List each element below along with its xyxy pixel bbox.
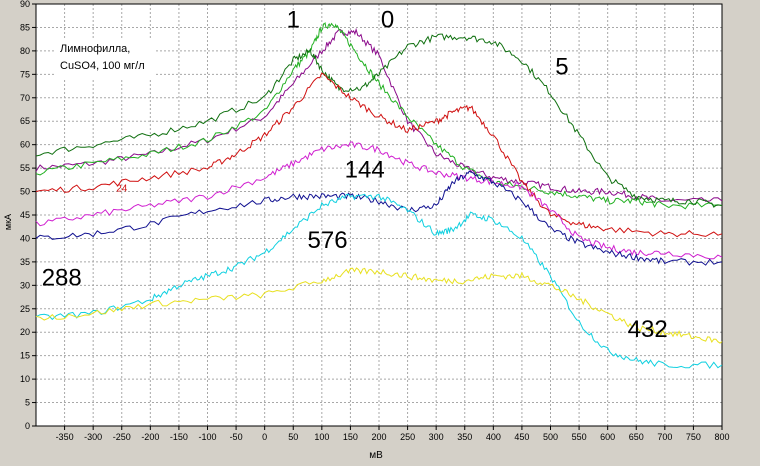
x-tick-label: 150 (343, 432, 358, 442)
x-tick-label: -200 (141, 432, 159, 442)
series-line-288 (35, 170, 723, 266)
x-tick-label: -150 (170, 432, 188, 442)
series-line-144 (35, 141, 723, 260)
series-annotation: 576 (308, 227, 348, 254)
x-tick-label: -250 (113, 432, 131, 442)
y-tick-label: 40 (20, 233, 30, 243)
x-tick-label: 650 (629, 432, 644, 442)
x-tick-label: -300 (84, 432, 102, 442)
y-tick-label: 50 (20, 187, 30, 197)
y-tick-label: 45 (20, 210, 30, 220)
series-annotation: 0 (381, 6, 394, 33)
y-tick-label: 35 (20, 257, 30, 267)
x-tick-label: -350 (56, 432, 74, 442)
series-line-5 (35, 33, 723, 208)
x-tick-label: 600 (600, 432, 615, 442)
y-tick-label: 30 (20, 280, 30, 290)
legend-background (56, 38, 156, 78)
x-tick-label: 50 (288, 432, 298, 442)
x-tick-label: 350 (457, 432, 472, 442)
x-tick-label: 500 (543, 432, 558, 442)
y-tick-label: 10 (20, 374, 30, 384)
y-tick-label: 60 (20, 140, 30, 150)
plot-frame (35, 3, 723, 427)
y-tick-label: 65 (20, 116, 30, 126)
series-layer (35, 22, 723, 369)
series-line-1 (35, 22, 723, 210)
legend-line-1: Лимнофилла, (60, 43, 130, 55)
y-tick-label: 20 (20, 327, 30, 337)
series-annotation: 1 (287, 6, 300, 33)
x-tick-label: 100 (314, 432, 329, 442)
x-tick-label: 800 (714, 432, 729, 442)
y-tick-label: 15 (20, 351, 30, 361)
x-axis-label: мВ (369, 450, 383, 461)
y-axis-label: мкА (3, 214, 13, 230)
series-annotation: 144 (345, 156, 385, 183)
y-tick-label: 0 (25, 421, 30, 431)
legend-line-2: CuSO4, 100 мг/л (60, 60, 145, 72)
series-annotation: 24 (116, 184, 128, 195)
x-tick-label: 300 (429, 432, 444, 442)
legend-box: Лимнофилла, CuSO4, 100 мг/л (56, 38, 156, 78)
y-tick-label: 75 (20, 69, 30, 79)
series-line-24 (35, 72, 723, 238)
y-tick-label: 90 (20, 0, 30, 9)
x-tick-label: 0 (262, 432, 267, 442)
y-tick-label: 5 (25, 398, 30, 408)
x-tick-label: 700 (657, 432, 672, 442)
x-tick-label: 250 (400, 432, 415, 442)
x-tick-label: 750 (686, 432, 701, 442)
x-tick-label: 400 (486, 432, 501, 442)
series-annotation: 288 (42, 264, 82, 291)
axes: 051015202530354045505560657075808590-350… (20, 0, 730, 442)
y-tick-label: 70 (20, 93, 30, 103)
series-annotation: 5 (555, 53, 568, 80)
series-line-432 (35, 267, 723, 344)
y-tick-label: 80 (20, 46, 30, 56)
x-tick-label: -100 (198, 432, 216, 442)
series-annotation: 432 (628, 316, 668, 343)
annotation-layer: 1 0 5 24 144 576 288 432 (42, 6, 668, 342)
x-tick-label: 450 (514, 432, 529, 442)
y-tick-label: 85 (20, 22, 30, 32)
series-line-0 (35, 27, 723, 202)
y-tick-label: 55 (20, 163, 30, 173)
x-tick-label: 550 (572, 432, 587, 442)
y-tick-label: 25 (20, 304, 30, 314)
x-tick-label: 200 (371, 432, 386, 442)
x-tick-label: -50 (230, 432, 243, 442)
series-line-576 (35, 193, 723, 369)
